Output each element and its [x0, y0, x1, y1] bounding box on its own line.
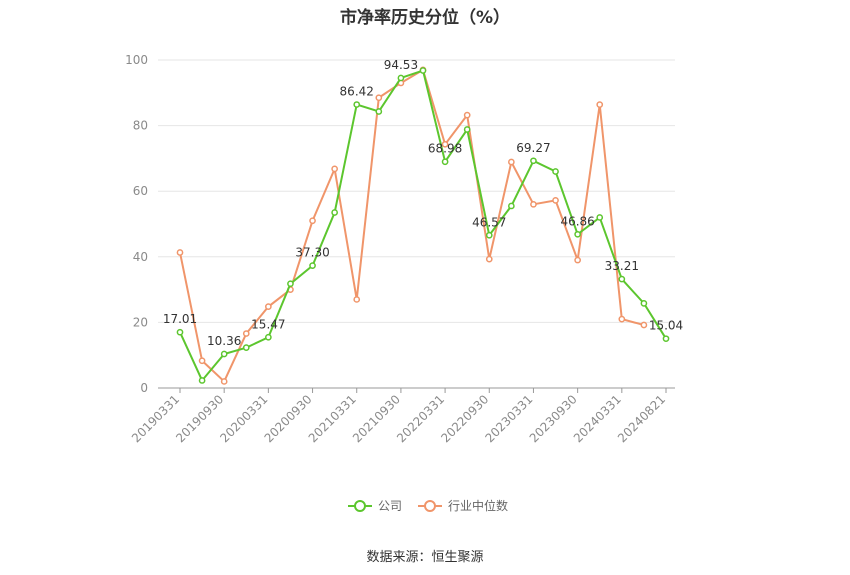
legend-swatch-marker	[354, 500, 366, 512]
data-point	[265, 333, 272, 341]
data-point	[640, 300, 648, 307]
data-point	[596, 101, 604, 108]
data-point	[198, 377, 206, 384]
legend-label: 公司	[378, 499, 402, 513]
data-point	[265, 303, 272, 311]
legend-swatch-marker	[424, 500, 436, 512]
data-point	[331, 209, 338, 216]
y-tick-label: 60	[133, 184, 148, 198]
data-label: 46.86	[560, 214, 594, 228]
data-point	[662, 335, 670, 343]
data-point	[220, 350, 228, 358]
data-point	[198, 357, 206, 365]
data-point	[331, 165, 338, 173]
chart-title: 市净率历史分位（%）	[339, 8, 511, 28]
data-point	[287, 280, 294, 288]
y-tick-label: 20	[133, 315, 148, 329]
data-point	[220, 378, 228, 385]
data-point	[419, 67, 427, 74]
data-point	[530, 200, 537, 208]
data-point	[552, 168, 559, 175]
data-point	[441, 140, 449, 148]
data-point	[353, 101, 361, 108]
data-point	[353, 296, 361, 303]
data-point	[309, 217, 316, 225]
data-label: 68.98	[428, 142, 462, 156]
data-label: 10.36	[207, 334, 241, 348]
data-point	[176, 328, 184, 336]
data-point	[375, 94, 383, 102]
data-point	[485, 231, 493, 239]
y-tick-label: 0	[140, 381, 148, 395]
data-point	[375, 108, 383, 115]
data-point	[530, 157, 537, 165]
data-point	[441, 158, 449, 166]
data-label: 94.53	[384, 58, 418, 72]
data-point	[596, 214, 604, 221]
data-point	[640, 321, 648, 329]
data-label: 17.01	[163, 312, 197, 326]
data-source-note: 数据来源：恒生聚源	[366, 550, 484, 565]
data-point	[463, 126, 471, 133]
data-point	[618, 315, 626, 323]
data-point	[552, 197, 559, 204]
data-point	[574, 256, 581, 264]
data-point	[242, 330, 250, 337]
x-tick-label: 20240821	[615, 392, 668, 445]
data-point	[309, 262, 316, 270]
data-label: 15.04	[649, 319, 683, 333]
data-point	[574, 230, 581, 238]
data-label: 86.42	[340, 85, 374, 99]
data-point	[242, 344, 250, 352]
series-line	[179, 68, 645, 384]
data-point	[397, 74, 405, 82]
data-point	[485, 255, 493, 263]
data-point	[176, 249, 184, 256]
data-point	[463, 111, 471, 119]
data-label: 37.30	[295, 246, 329, 260]
data-label: 46.57	[472, 215, 506, 229]
y-tick-label: 40	[133, 250, 148, 264]
data-label: 69.27	[516, 141, 550, 155]
data-point	[618, 275, 626, 283]
y-tick-label: 100	[125, 53, 148, 67]
data-label: 15.47	[251, 317, 285, 331]
data-point	[508, 158, 515, 166]
y-tick-label: 80	[133, 119, 148, 133]
legend-label: 行业中位数	[448, 498, 508, 513]
data-label: 33.21	[605, 259, 639, 273]
data-point	[508, 202, 515, 210]
